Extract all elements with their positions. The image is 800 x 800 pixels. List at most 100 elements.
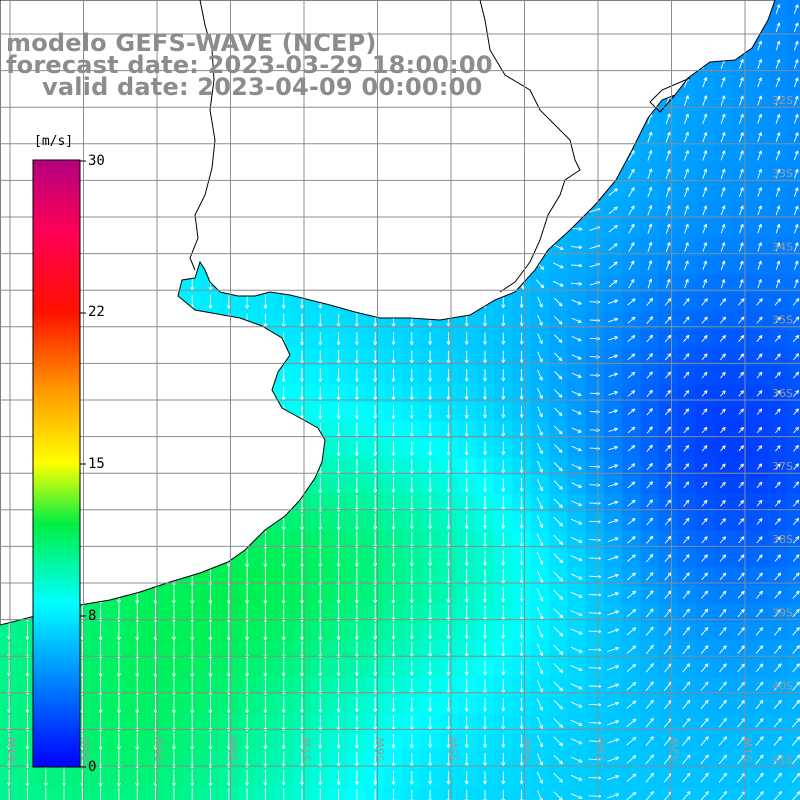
wind-cell	[786, 347, 800, 367]
wind-cell	[786, 274, 800, 294]
wind-cell	[786, 585, 800, 605]
wind-arrow	[793, 59, 799, 69]
wind-cell	[786, 494, 800, 513]
lon-label: 61W	[6, 737, 19, 762]
wind-arrow	[793, 113, 799, 124]
wind-cell	[786, 439, 800, 459]
wind-cell	[786, 311, 800, 330]
colorbar-label-30: 30	[88, 153, 105, 169]
lon-label: 56W	[374, 737, 387, 762]
wind-cell	[786, 18, 800, 38]
lat-label: 39S	[772, 606, 793, 619]
wind-arrow	[683, 113, 689, 125]
wind-arrow	[757, 113, 762, 124]
wind-arrow	[757, 40, 762, 51]
lon-label: 52W	[668, 737, 681, 762]
wind-cell	[786, 73, 800, 93]
wind-cell	[786, 36, 800, 56]
wind-arrow	[720, 95, 726, 106]
lon-label: 57W	[300, 737, 313, 762]
wind-cell	[567, 786, 587, 800]
wind-cell	[786, 402, 800, 422]
wind-cell	[786, 658, 800, 678]
valid-date: valid date: 2023-04-09 00:00:00	[42, 73, 483, 101]
colorbar-label-22: 22	[88, 304, 105, 320]
wind-cell	[786, 237, 800, 257]
wind-cell	[695, 786, 715, 800]
wind-arrow	[775, 77, 781, 88]
wind-arrow	[757, 95, 762, 106]
colorbar-label-0: 0	[88, 759, 97, 775]
wind-arrow	[757, 58, 762, 69]
wind-arrow	[775, 22, 781, 33]
wind-cell	[786, 457, 800, 477]
wind-cell	[732, 786, 751, 800]
wind-cell	[786, 91, 800, 111]
wind-cell	[786, 732, 800, 751]
wind-cell	[786, 713, 800, 733]
wind-arrow	[738, 58, 744, 70]
lat-label: 33S	[772, 167, 793, 180]
wind-cell	[786, 677, 800, 696]
lon-label: 59W	[153, 737, 166, 762]
wind-arrow	[702, 113, 708, 125]
wind-arrow	[683, 95, 689, 106]
wind-arrow	[793, 77, 799, 88]
wind-cell	[786, 292, 800, 312]
wind-cell	[585, 786, 605, 800]
wind-cell	[549, 786, 568, 800]
wind-arrow	[775, 40, 781, 51]
lon-label: 55W	[448, 737, 461, 762]
wind-cell	[786, 475, 800, 495]
lat-label: 35S	[772, 314, 793, 327]
wind-cell	[786, 54, 800, 74]
wind-arrow	[738, 95, 744, 106]
lon-label: 53W	[595, 737, 608, 762]
wind-cell	[640, 786, 660, 800]
wind-arrow	[738, 113, 744, 124]
wind-cell	[786, 567, 800, 587]
lat-label: 36S	[772, 387, 793, 400]
wind-cell	[786, 201, 800, 221]
wind-arrow	[793, 4, 799, 14]
wind-arrow	[738, 77, 744, 88]
wind-cell	[786, 366, 800, 385]
wind-cell	[786, 786, 800, 800]
wind-cell	[530, 786, 550, 800]
lat-label: 41S	[772, 753, 793, 766]
lon-label: 51W	[742, 737, 755, 762]
wind-cell	[750, 786, 770, 800]
lat-label: 34S	[772, 240, 793, 253]
wind-arrow	[793, 40, 799, 51]
colorbar-label-15: 15	[88, 456, 105, 472]
lon-label: 54W	[521, 737, 534, 762]
wind-cell	[658, 786, 678, 800]
wind-cell	[786, 549, 800, 568]
wind-arrow	[720, 113, 726, 125]
colorbar-unit: [m/s]	[34, 134, 74, 149]
wind-cell	[786, 164, 800, 184]
wind-arrow	[720, 77, 726, 88]
wind-cell	[786, 183, 800, 202]
wind-arrow	[702, 95, 708, 106]
wind-arrow	[775, 113, 781, 124]
wind-cell	[786, 146, 800, 166]
wind-cell	[786, 603, 800, 623]
lat-label: 32S	[772, 94, 793, 107]
wind-cell	[786, 695, 800, 715]
wind-cell	[786, 640, 800, 660]
wind-arrow	[793, 22, 799, 33]
wind-arrow	[775, 59, 781, 69]
wind-cell	[786, 420, 800, 440]
wind-arrow	[647, 131, 653, 143]
wind-cell	[786, 750, 800, 770]
wind-cell	[786, 384, 800, 404]
wind-cell	[622, 786, 642, 800]
wind-cell	[677, 786, 696, 800]
wind-arrow	[665, 113, 671, 125]
colorbar-label-8: 8	[88, 608, 97, 624]
wind-cell	[786, 109, 800, 129]
wind-arrow	[775, 95, 781, 106]
